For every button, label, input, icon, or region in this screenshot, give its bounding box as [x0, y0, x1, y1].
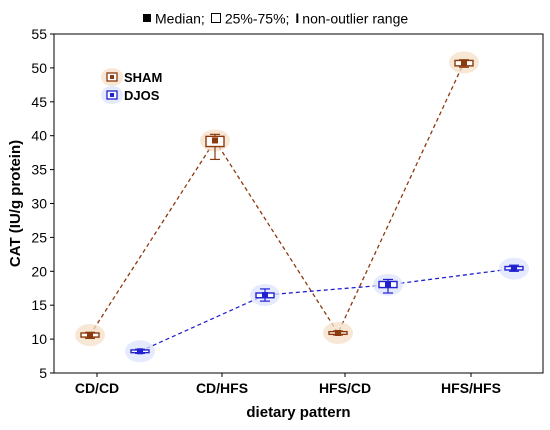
y-tick-label: 35	[31, 162, 47, 178]
legend-marker-djos	[110, 93, 114, 97]
legend-label-sham: SHAM	[124, 70, 162, 85]
range-key-icon: I	[295, 10, 300, 27]
y-tick-label: 5	[39, 365, 47, 381]
legend-marker-sham	[110, 75, 114, 79]
iqr-key-icon	[210, 13, 221, 24]
y-tick-label: 40	[31, 128, 47, 144]
median-point	[87, 332, 93, 339]
y-tick-label: 20	[31, 263, 47, 279]
median-point	[137, 348, 143, 355]
median-key-label: Median;	[155, 10, 205, 27]
x-tick-label: HFS/CD	[319, 380, 371, 396]
x-tick-label: CD/CD	[75, 380, 119, 396]
median-point	[511, 265, 517, 272]
x-tick-label: CD/HFS	[196, 380, 248, 396]
series-line-sham	[89, 62, 465, 336]
median-point	[335, 329, 341, 336]
y-tick-label: 15	[31, 297, 47, 313]
y-tick-label: 50	[31, 60, 47, 76]
median-point	[212, 137, 218, 144]
series-line-djos	[139, 267, 515, 352]
y-tick-label: 45	[31, 94, 47, 110]
median-point	[461, 59, 467, 66]
x-tick-label: HFS/HFS	[441, 380, 501, 396]
y-tick-label: 10	[31, 331, 47, 347]
y-tick-label: 30	[31, 196, 47, 212]
y-axis-title: CAT (IU/g protein)	[7, 140, 24, 267]
legend-label-djos: DJOS	[124, 88, 160, 103]
x-axis-title: dietary pattern	[246, 404, 350, 421]
median-key-icon	[143, 14, 151, 23]
y-tick-label: 55	[31, 26, 47, 42]
median-point	[385, 281, 391, 288]
iqr-key-label: 25%-75%;	[224, 10, 290, 27]
median-point	[262, 292, 268, 299]
range-key-label: non-outlier range	[302, 10, 409, 27]
y-tick-label: 25	[31, 229, 47, 245]
